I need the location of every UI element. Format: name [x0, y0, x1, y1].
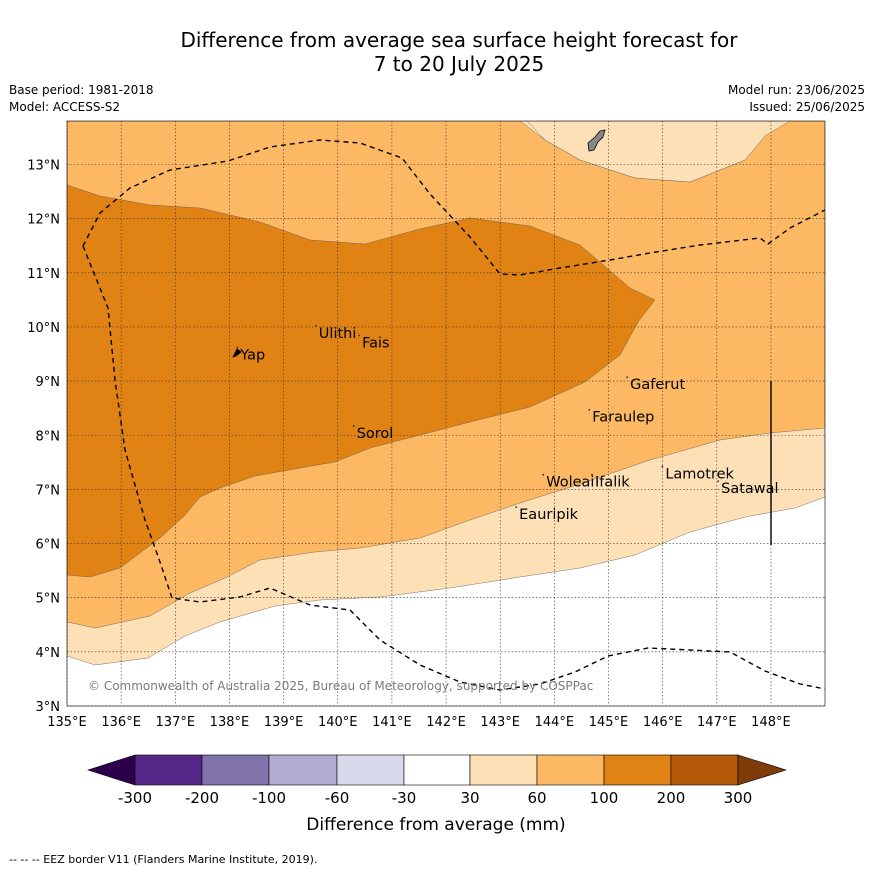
title-line-2: 7 to 20 July 2025: [373, 52, 545, 76]
place-marker: [358, 334, 361, 337]
place-label-ulithi: Ulithi: [319, 326, 357, 342]
lon-tick-label: 141°E: [372, 715, 412, 730]
place-marker: [717, 480, 720, 483]
lon-tick-label: 146°E: [643, 715, 683, 730]
place-label-sorol: Sorol: [357, 426, 394, 442]
place-marker: [352, 425, 355, 427]
lat-tick-label: 12°N: [27, 213, 60, 228]
place-label-fais: Fais: [362, 336, 389, 352]
eez-footnote: -- -- -- EEZ border V11 (Flanders Marine…: [9, 853, 318, 866]
base-period: Base period: 1981-2018: [9, 83, 154, 97]
lon-tick-label: 139°E: [264, 715, 304, 730]
lat-tick-label: 5°N: [36, 592, 61, 607]
lat-tick-label: 11°N: [27, 267, 60, 282]
colorbar-label: Difference from average (mm): [306, 815, 565, 835]
lat-tick-label: 3°N: [36, 700, 61, 715]
colorbar-bin-8: [603, 754, 672, 786]
lon-tick-label: 148°E: [751, 715, 791, 730]
map-frame: [66, 120, 826, 707]
place-labels: Yap Ulithi Fais Sorol Gaferut Faraulep Woleai I…: [236, 324, 779, 523]
lon-tick-label: 138°E: [210, 715, 250, 730]
colorbar-tick-label: -200: [185, 789, 219, 807]
title-line-1: Difference from average sea surface heig…: [180, 28, 738, 52]
lon-tick-label: 135°E: [47, 715, 87, 730]
place-label-lamotrek: Lamotrek: [665, 467, 734, 483]
place-label-satawal: Satawal: [721, 481, 778, 497]
lat-tick-label: 7°N: [36, 483, 61, 498]
place-label-ifalik: Ifalik: [595, 475, 630, 491]
model-run: Model run: 23/06/2025: [727, 83, 865, 97]
place-marker: [236, 346, 239, 349]
meta-right: Model run: 23/06/2025 Issued: 25/06/2025: [728, 82, 865, 116]
eez-border-west: [82, 139, 825, 276]
lon-tick-label: 137°E: [156, 715, 196, 730]
colorbar: -300 -200 -100 -60 -30 30 60 100 200 300 Differen…: [87, 754, 788, 835]
copyright-notice: © Commonwealth of Australia 2025, Bureau…: [88, 679, 593, 693]
colorbar-bin-1: [134, 754, 203, 786]
eez-border-yap: [82, 245, 825, 691]
lon-tick-label: 144°E: [535, 715, 575, 730]
colorbar-tick-label: -60: [325, 789, 350, 807]
place-marker: [588, 408, 591, 411]
colorbar-bin-4: [336, 754, 405, 786]
colorbar-tick-label: 60: [527, 789, 546, 807]
band-30-60-north: [526, 121, 791, 183]
colorbar-bin-6: [469, 754, 538, 786]
colorbar-tick-label: -100: [252, 789, 286, 807]
place-marker: [314, 324, 317, 327]
place-label-yap: Yap: [239, 347, 265, 363]
lat-tick-label: 10°N: [27, 321, 60, 336]
eez-border-layer: [82, 139, 825, 691]
lon-tick-label: 140°E: [318, 715, 358, 730]
place-label-faraulep: Faraulep: [592, 410, 654, 426]
guam-island: [587, 129, 606, 152]
colorbar-bin-2: [201, 754, 270, 786]
latitude-tick-labels: 3°N 4°N 5°N 6°N 7°N 8°N 9°N 10°N 11°N 12°N 13°N: [27, 159, 60, 716]
lat-tick-label: 8°N: [36, 429, 61, 444]
chart-title: Difference from average sea surface heig…: [0, 28, 873, 76]
lon-tick-label: 143°E: [480, 715, 520, 730]
colorbar-tick-label: 30: [460, 789, 479, 807]
lon-tick-label: 147°E: [697, 715, 737, 730]
colorbar-tick-label: 200: [657, 789, 686, 807]
colorbar-extend-high: [737, 754, 788, 786]
place-label-woleai: Woleai: [546, 475, 594, 491]
model-name: Model: ACCESS-S2: [9, 100, 121, 114]
colorbar-bin-7: [536, 754, 605, 786]
lon-tick-label: 145°E: [589, 715, 629, 730]
meta-left: Base period: 1981-2018 Model: ACCESS-S2: [9, 82, 154, 116]
issued-date: Issued: 25/06/2025: [749, 100, 865, 114]
colorbar-tick-label: 100: [590, 789, 619, 807]
place-marker: [542, 473, 545, 476]
lon-tick-label: 142°E: [426, 715, 466, 730]
place-marker: [515, 506, 518, 509]
longitude-tick-labels: 135°E 136°E 137°E 138°E 139°E 140°E 141°E 142°E…: [47, 715, 790, 730]
lat-tick-label: 4°N: [36, 646, 61, 661]
lon-tick-label: 136°E: [101, 715, 141, 730]
place-label-eauripik: Eauripik: [519, 507, 578, 523]
yap-island: [232, 348, 242, 358]
colorbar-extend-low: [87, 754, 136, 786]
colorbar-tick-label: 300: [724, 789, 753, 807]
place-marker: [661, 465, 664, 468]
colorbar-tick-label: -300: [118, 789, 152, 807]
colorbar-bin-9: [670, 754, 739, 786]
colorbar-bin-3: [268, 754, 338, 786]
lat-tick-label: 9°N: [36, 375, 61, 390]
place-marker: [626, 376, 629, 379]
lat-tick-label: 13°N: [27, 159, 60, 174]
colorbar-bin-5: [403, 754, 471, 786]
place-marker: [591, 473, 593, 476]
lat-tick-label: 6°N: [36, 538, 61, 553]
colorbar-tick-label: -30: [392, 789, 417, 807]
place-label-gaferut: Gaferut: [630, 377, 685, 393]
